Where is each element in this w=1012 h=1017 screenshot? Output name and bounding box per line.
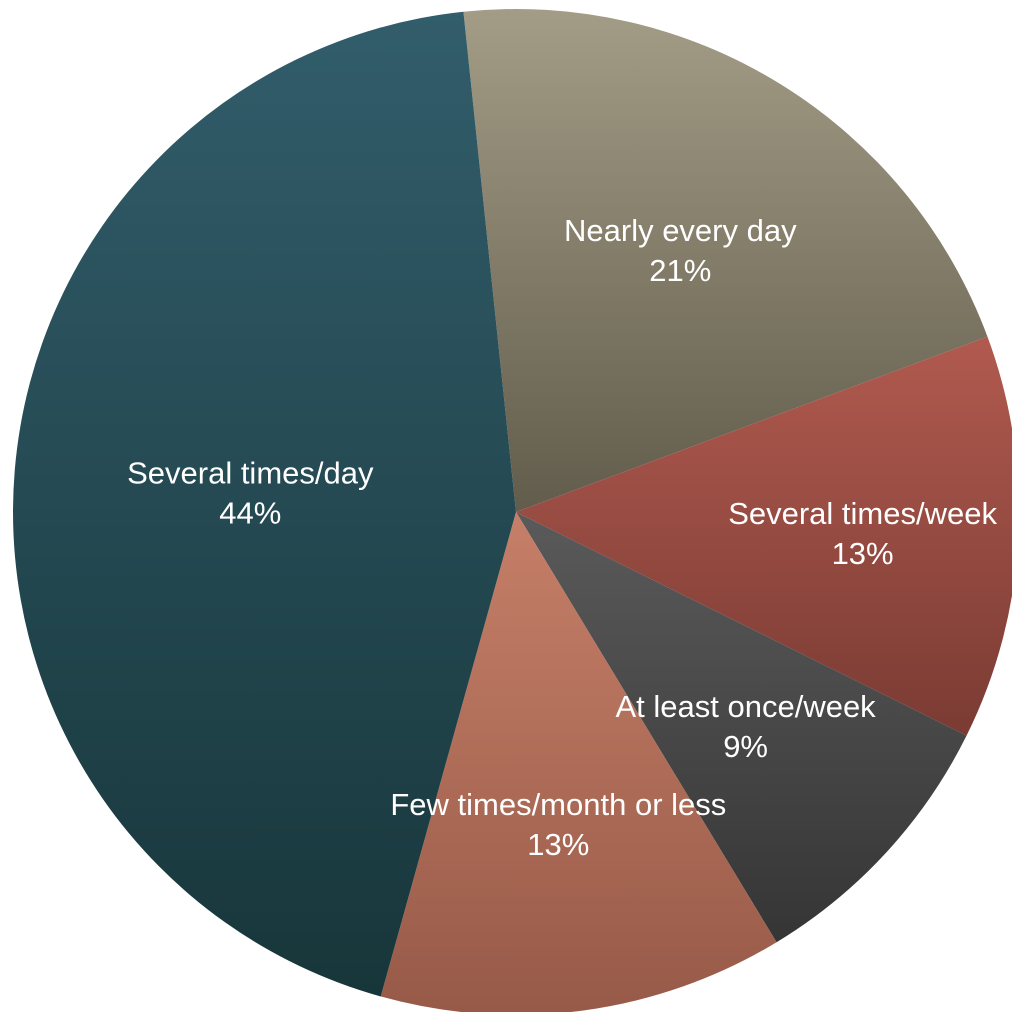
slice-percent-several-times-day: 44% — [219, 496, 281, 531]
label-layer: Nearly every day 21% Several times/week 13%… — [127, 213, 997, 862]
slice-percent-nearly-every-day: 21% — [649, 253, 711, 288]
pie-slice-several-times-week — [516, 336, 1012, 736]
slice-label-at-least-once-week: At least once/week — [615, 689, 876, 724]
slice-label-nearly-every-day: Nearly every day — [564, 213, 797, 248]
pie-slice-at-least-once-week — [516, 512, 967, 943]
slice-percent-at-least-once-week: 9% — [723, 729, 768, 764]
slice-layer — [13, 9, 1012, 1016]
slice-label-few-times-month-or-less: Few times/month or less — [390, 787, 726, 822]
slice-label-several-times-week: Several times/week — [728, 496, 997, 531]
pie-slice-few-times-month-or-less — [380, 512, 777, 1016]
slice-percent-several-times-week: 13% — [832, 536, 894, 571]
pie-slice-several-times-day — [13, 11, 516, 997]
slice-percent-few-times-month-or-less: 13% — [527, 827, 589, 862]
pie-slice-nearly-every-day — [463, 9, 988, 512]
slice-label-several-times-day: Several times/day — [127, 456, 374, 491]
